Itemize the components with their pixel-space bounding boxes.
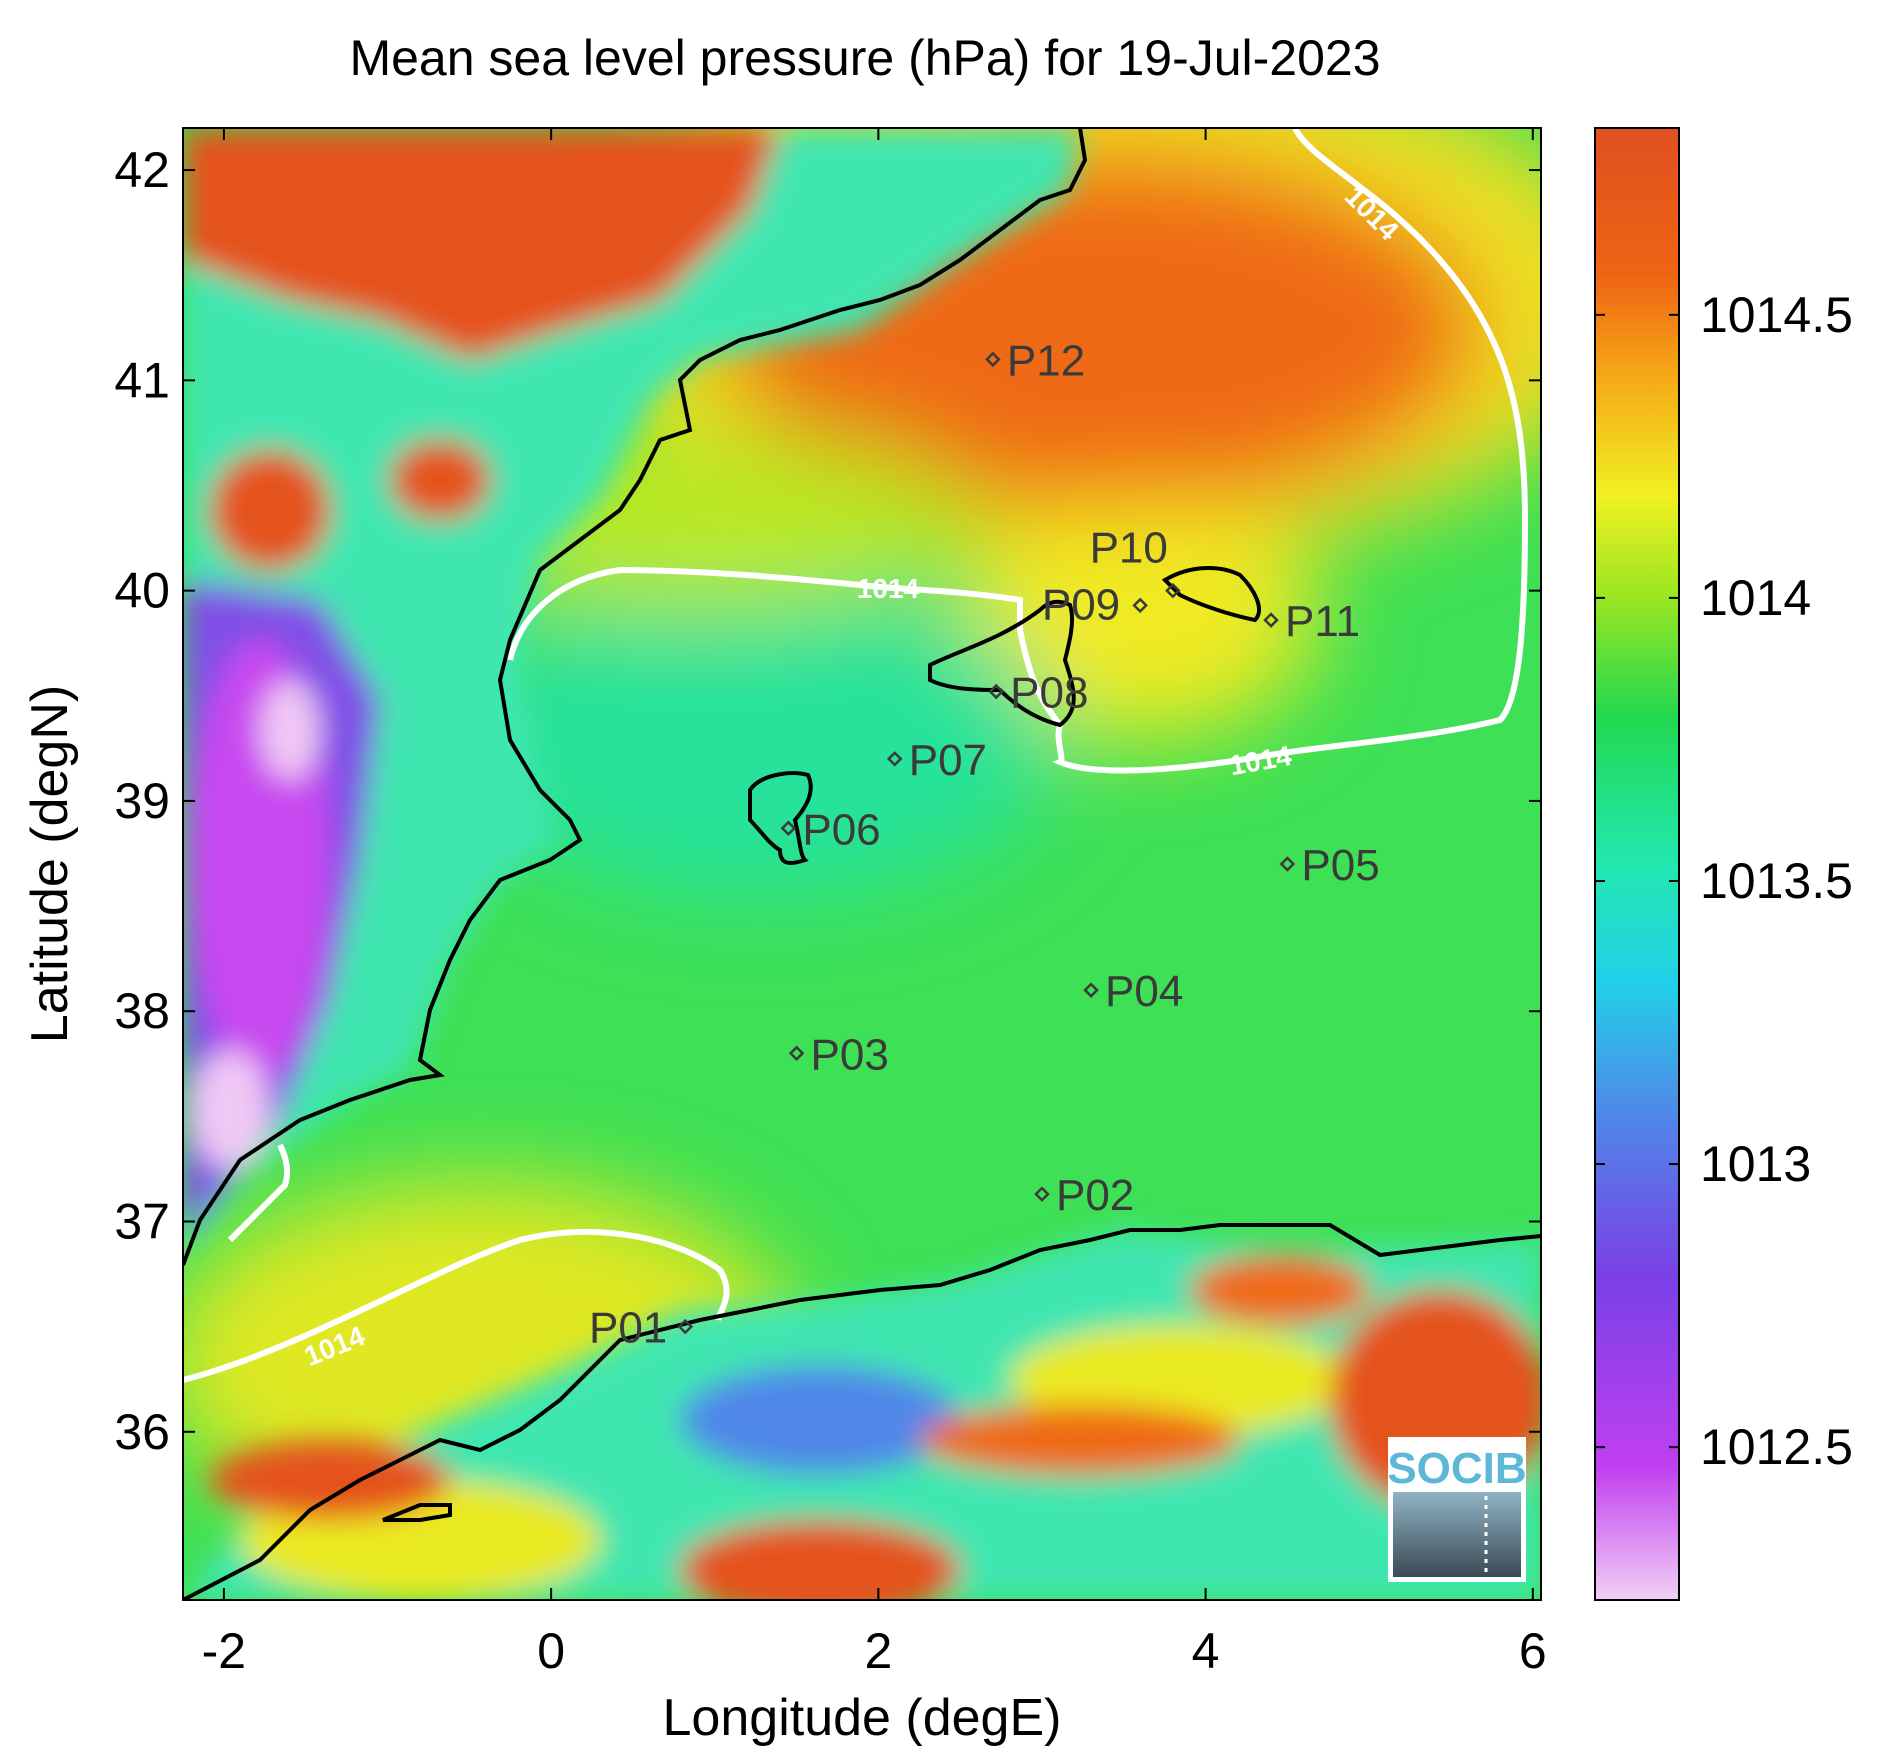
station-marker xyxy=(985,351,1001,368)
station-label: P05 xyxy=(1301,841,1379,890)
station-p03: P03 xyxy=(788,1030,889,1079)
svg-text:1014: 1014 xyxy=(857,573,920,604)
station-marker xyxy=(788,1045,805,1062)
station-marker xyxy=(988,683,1004,700)
station-markers: P01 P02 P03 P04 P05 P06 P07 P08 P09 P10 P11 P12 xyxy=(589,336,1380,1352)
contour-1014 xyxy=(183,128,1529,1383)
station-p09: P09 xyxy=(1042,580,1148,629)
plot-frame xyxy=(182,127,1542,1601)
station-label: P04 xyxy=(1105,967,1183,1016)
y-tick-label: 41 xyxy=(114,352,170,408)
socib-logo: SOCIB xyxy=(1387,1437,1527,1582)
station-p01: P01 xyxy=(589,1304,694,1353)
station-p11: P11 xyxy=(1263,597,1360,646)
station-p07: P07 xyxy=(886,736,987,785)
chart-title: Mean sea level pressure (hPa) for 19-Jul… xyxy=(349,30,1380,86)
x-tick-label: 0 xyxy=(537,1623,565,1679)
x-tick-label: -2 xyxy=(202,1623,246,1679)
y-tick-label: 36 xyxy=(114,1404,170,1460)
station-label: P01 xyxy=(589,1304,667,1353)
station-label: P07 xyxy=(909,736,987,785)
station-marker xyxy=(1034,1186,1050,1202)
station-label: P12 xyxy=(1007,336,1085,385)
colorbar-tick-label: 1013 xyxy=(1700,1136,1811,1192)
x-axis-ticks: -2 0 2 4 6 xyxy=(202,128,1547,1679)
station-marker xyxy=(886,751,903,767)
y-tick-label: 40 xyxy=(114,563,170,619)
station-label: P03 xyxy=(811,1030,889,1079)
station-marker xyxy=(1132,597,1148,614)
colorbar-tick-label: 1012.5 xyxy=(1700,1419,1853,1475)
x-tick-label: 4 xyxy=(1192,1623,1220,1679)
colorbar-tick-label: 1014 xyxy=(1700,570,1811,626)
station-marker xyxy=(1263,612,1279,628)
x-axis-label: Longitude (degE) xyxy=(663,1689,1062,1747)
svg-text:SOCIB: SOCIB xyxy=(1387,1444,1526,1493)
y-tick-label: 42 xyxy=(114,142,170,198)
y-tick-label: 38 xyxy=(114,983,170,1039)
station-label: P06 xyxy=(802,805,880,854)
station-marker xyxy=(1165,582,1181,599)
y-axis-label: Latitude (degN) xyxy=(21,685,79,1043)
station-p06: P06 xyxy=(780,805,881,854)
station-p12: P12 xyxy=(985,336,1085,385)
station-label: P02 xyxy=(1056,1171,1134,1220)
colorbar-ticks: 1012.5 1013 1013.5 1014 1014.5 xyxy=(1595,287,1853,1475)
station-p04: P04 xyxy=(1083,967,1183,1016)
station-label: P09 xyxy=(1042,580,1120,629)
station-p05: P05 xyxy=(1279,841,1380,890)
station-p08: P08 xyxy=(988,669,1088,718)
station-p02: P02 xyxy=(1034,1171,1134,1220)
pressure-field xyxy=(183,128,1541,1600)
y-tick-label: 39 xyxy=(114,773,170,829)
station-marker xyxy=(780,820,797,837)
station-marker xyxy=(1279,856,1296,872)
colorbar-tick-label: 1013.5 xyxy=(1700,853,1853,909)
station-label: P08 xyxy=(1010,669,1088,718)
station-p10: P10 xyxy=(1090,524,1181,599)
station-marker xyxy=(677,1318,694,1335)
y-axis-ticks: 36 37 38 39 40 41 42 xyxy=(114,142,1541,1460)
station-marker xyxy=(1083,982,1099,998)
colorbar xyxy=(1594,127,1680,1601)
x-tick-label: 2 xyxy=(864,1623,892,1679)
station-label: P11 xyxy=(1285,597,1360,646)
colorbar-tick-label: 1014.5 xyxy=(1700,287,1853,343)
station-label: P10 xyxy=(1090,524,1168,573)
x-tick-label: 6 xyxy=(1519,1623,1547,1679)
y-tick-label: 37 xyxy=(114,1193,170,1249)
